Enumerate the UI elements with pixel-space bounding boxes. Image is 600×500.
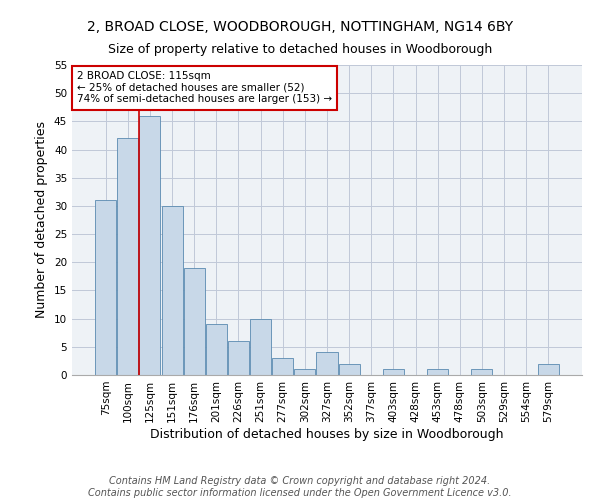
Y-axis label: Number of detached properties: Number of detached properties <box>35 122 49 318</box>
Bar <box>184 268 205 375</box>
Bar <box>118 138 139 375</box>
Bar <box>472 370 493 375</box>
Bar <box>295 370 316 375</box>
Bar <box>250 318 271 375</box>
Bar <box>95 200 116 375</box>
Text: Size of property relative to detached houses in Woodborough: Size of property relative to detached ho… <box>108 42 492 56</box>
Text: 2 BROAD CLOSE: 115sqm
← 25% of detached houses are smaller (52)
74% of semi-deta: 2 BROAD CLOSE: 115sqm ← 25% of detached … <box>77 71 332 104</box>
Text: 2, BROAD CLOSE, WOODBOROUGH, NOTTINGHAM, NG14 6BY: 2, BROAD CLOSE, WOODBOROUGH, NOTTINGHAM,… <box>87 20 513 34</box>
Bar <box>538 364 559 375</box>
Text: Contains HM Land Registry data © Crown copyright and database right 2024.
Contai: Contains HM Land Registry data © Crown c… <box>88 476 512 498</box>
Bar <box>338 364 359 375</box>
Bar <box>427 370 448 375</box>
Bar <box>316 352 338 375</box>
Bar <box>206 324 227 375</box>
Bar <box>161 206 182 375</box>
Bar <box>139 116 160 375</box>
Bar <box>228 341 249 375</box>
X-axis label: Distribution of detached houses by size in Woodborough: Distribution of detached houses by size … <box>150 428 504 440</box>
Bar <box>383 370 404 375</box>
Bar <box>272 358 293 375</box>
